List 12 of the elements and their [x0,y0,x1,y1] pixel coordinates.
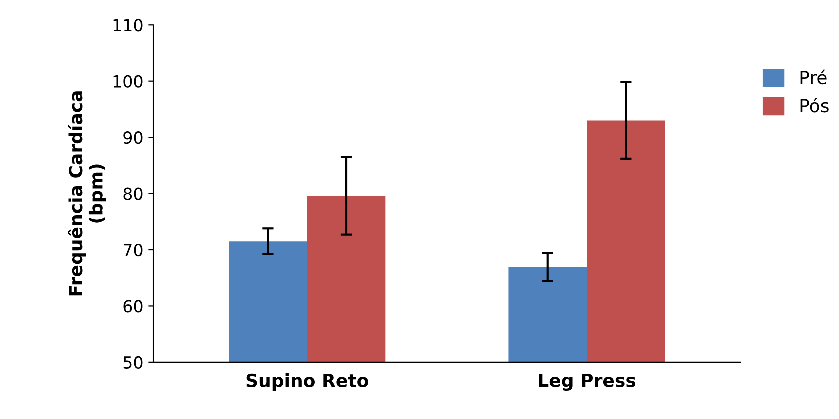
legend-label: Pós [800,98,829,113]
y-tick-label: 80 [124,188,143,200]
y-tick-label: 50 [124,356,143,370]
x-tick-label: Leg Press [539,374,636,392]
y-tick-label: 90 [124,132,143,144]
legend-label: Pré [800,70,827,85]
x-tick-label: Supino Reto [246,374,368,392]
y-tick-label: 100 [114,75,143,88]
y-axis-title: Frequência Cardíaca (bpm) [68,92,106,296]
y-tick-label: 70 [124,244,143,257]
y-tick-label: 60 [124,300,143,313]
y-tick-label: 110 [114,19,143,32]
